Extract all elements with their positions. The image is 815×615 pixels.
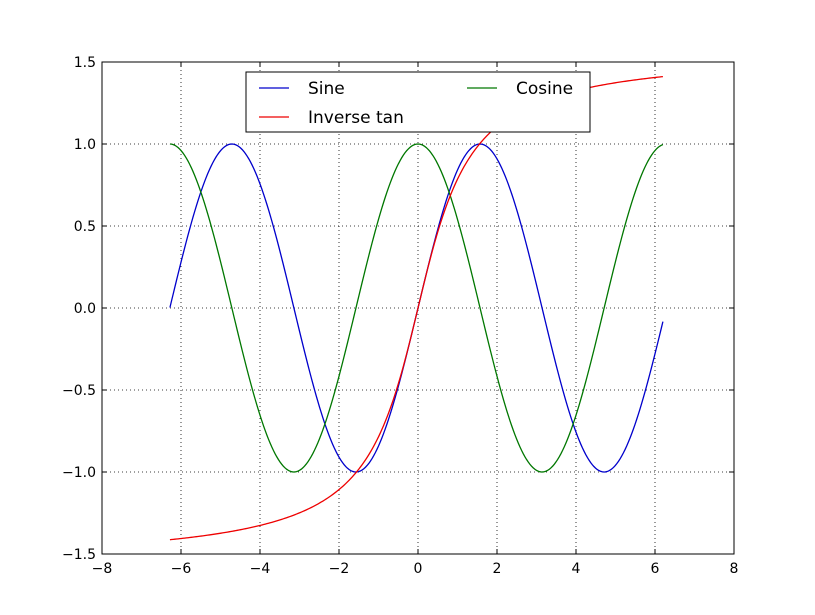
x-tick-label: −6 [171,561,192,577]
x-tick-label: −8 [92,561,113,577]
x-tick-label: 8 [730,561,739,577]
y-tick-label: −1.5 [62,547,96,563]
legend: Sine Cosine Inverse tan [245,71,591,133]
legend-label-inverse-tan: Inverse tan [308,108,404,128]
y-tick-label: 1.0 [74,137,96,153]
ticks [101,61,735,555]
y-tick-label: 0.5 [74,219,96,235]
y-tick-label: −1.0 [62,465,96,481]
x-tick-label: 6 [651,561,660,577]
legend-label-cosine: Cosine [516,79,573,99]
x-tick-label: −2 [329,561,350,577]
x-tick-label: 0 [414,561,423,577]
x-tick-label: 4 [572,561,581,577]
y-tick-label: 1.5 [74,55,96,71]
series-line-cosine [169,143,664,473]
y-tick-label: −0.5 [62,383,96,399]
y-tick-label: 0.0 [74,301,96,317]
x-tick-label: 2 [493,561,502,577]
legend-label-sine: Sine [308,79,345,99]
x-tick-label: −4 [250,561,271,577]
legend-box [245,71,591,133]
tick-labels: −8 −6 −4 −2 0 2 4 6 8 −1.5 −1.0 −0.5 0.0 0.5 1.0 1.5 [62,55,738,577]
